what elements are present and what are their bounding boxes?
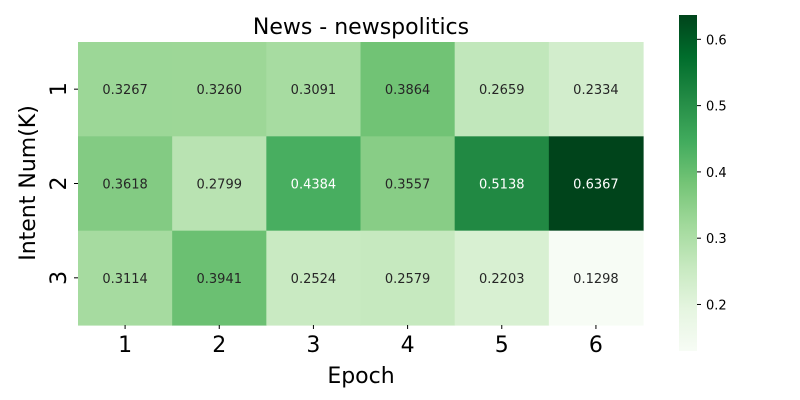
colorbar-tick-label: 0.4 — [706, 166, 727, 181]
heatmap-cell — [172, 230, 267, 326]
cell-value-label: 0.2799 — [197, 177, 243, 192]
cell-value-label: 0.2659 — [479, 83, 525, 98]
x-tick-label: 1 — [118, 333, 132, 358]
heatmap-cell — [360, 230, 456, 326]
cell-value-label: 0.5138 — [479, 177, 525, 192]
cell-value-label: 0.2334 — [573, 83, 619, 98]
cell-value-label: 0.3114 — [102, 272, 148, 287]
heatmap-cells: 0.3267 0.3260 0.3091 0.3864 0.2659 0.2334 0.36… — [78, 42, 644, 326]
heatmap-cell — [266, 230, 362, 326]
cell-value-label: 0.1298 — [573, 272, 619, 287]
x-tick-label: 5 — [495, 333, 509, 358]
cell-value-label: 0.3864 — [385, 83, 431, 98]
cell-value-label: 0.3260 — [197, 83, 243, 98]
y-axis-label: Intent Num(K) — [16, 105, 41, 261]
cell-value-label: 0.6367 — [573, 177, 619, 192]
heatmap-cell — [360, 42, 456, 137]
colorbar-tick-label: 0.2 — [706, 298, 727, 313]
heatmap-cell — [172, 42, 267, 137]
y-tick-label: 1 — [47, 82, 72, 96]
heatmap-cell — [78, 136, 173, 232]
heatmap-cell — [454, 136, 550, 232]
heatmap-cell — [454, 42, 550, 137]
y-tick-label: 2 — [47, 176, 72, 190]
x-tick-label: 3 — [306, 333, 320, 358]
x-axis: 1 2 3 4 5 6 — [118, 324, 603, 358]
heatmap-cell — [548, 230, 644, 326]
heatmap-cell — [172, 136, 267, 232]
colorbar-tick-label: 0.6 — [706, 33, 727, 48]
heatmap-cell — [454, 230, 550, 326]
y-tick-label: 3 — [47, 271, 72, 285]
heatmap-cell — [548, 42, 644, 137]
heatmap-cell — [78, 230, 173, 326]
x-tick-label: 6 — [589, 333, 603, 358]
heatmap-cell — [266, 42, 362, 137]
cell-value-label: 0.3267 — [102, 83, 148, 98]
heatmap-cell — [266, 136, 362, 232]
y-axis: 1 2 3 — [47, 82, 78, 285]
heatmap-cell — [78, 42, 173, 137]
cell-value-label: 0.2524 — [291, 272, 337, 287]
x-tick-label: 4 — [401, 333, 415, 358]
colorbar-tick-label: 0.3 — [706, 232, 727, 247]
cell-value-label: 0.2203 — [479, 272, 525, 287]
colorbar-tick-label: 0.5 — [706, 100, 727, 115]
cell-value-label: 0.3618 — [102, 177, 148, 192]
cell-value-label: 0.3091 — [291, 83, 337, 98]
cell-value-label: 0.2579 — [385, 272, 431, 287]
heatmap-cell — [360, 136, 456, 232]
cell-value-label: 0.3557 — [385, 177, 431, 192]
colorbar — [679, 15, 697, 351]
cell-value-label: 0.4384 — [291, 177, 337, 192]
colorbar-axis: 0.2 0.3 0.4 0.5 0.6 — [697, 33, 727, 313]
heatmap-cell — [548, 136, 644, 232]
x-axis-label: Epoch — [327, 364, 394, 389]
chart-title: News - newspolitics — [253, 15, 469, 40]
cell-value-label: 0.3941 — [197, 272, 243, 287]
x-tick-label: 2 — [212, 333, 226, 358]
